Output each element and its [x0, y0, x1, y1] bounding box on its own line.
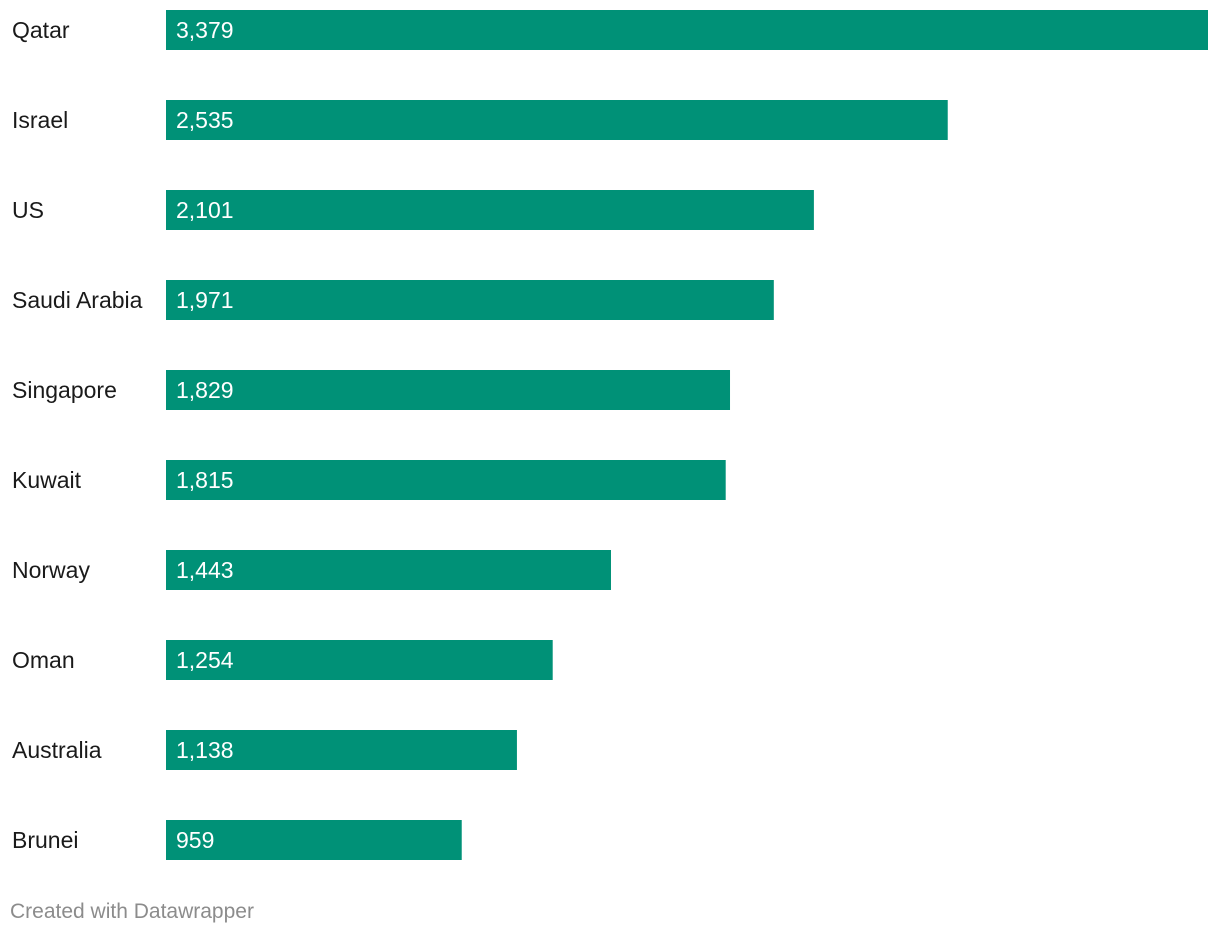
category-label: Singapore [12, 377, 117, 403]
category-label: Norway [12, 557, 90, 583]
value-label: 2,101 [176, 197, 234, 223]
bar [166, 730, 517, 770]
bar-row: Australia 1,138 [12, 730, 517, 770]
value-label: 1,254 [176, 647, 234, 673]
value-label: 1,443 [176, 557, 234, 583]
category-label: Oman [12, 647, 75, 673]
category-label: Australia [12, 737, 102, 763]
bar-row: US 2,101 [12, 190, 814, 230]
value-label: 959 [176, 827, 214, 853]
bar-row: Singapore 1,829 [12, 370, 731, 410]
value-label: 2,535 [176, 107, 234, 133]
bar-row: Kuwait 1,815 [12, 460, 726, 500]
bar [166, 550, 611, 590]
value-label: 1,815 [176, 467, 234, 493]
category-label: Brunei [12, 827, 78, 853]
bar-row: Israel 2,535 [12, 100, 948, 140]
bar-row: Saudi Arabia 1,971 [12, 280, 774, 320]
bar [166, 640, 553, 680]
bar [166, 820, 462, 860]
value-label: 1,829 [176, 377, 234, 403]
category-label: Israel [12, 107, 68, 133]
value-label: 1,971 [176, 287, 234, 313]
value-label: 1,138 [176, 737, 234, 763]
value-label: 3,379 [176, 17, 234, 43]
bar-rows: Qatar 3,379 Israel 2,535 US 2,101 Saudi Arabia… [12, 10, 1208, 860]
credit-text[interactable]: Created with Datawrapper [10, 900, 254, 923]
bar [166, 190, 814, 230]
category-label: Saudi Arabia [12, 287, 143, 313]
bar [166, 100, 948, 140]
bar-row: Brunei 959 [12, 820, 462, 860]
bar [166, 10, 1208, 50]
bar-row: Norway 1,443 [12, 550, 611, 590]
bar [166, 460, 726, 500]
bar [166, 280, 774, 320]
bar-row: Oman 1,254 [12, 640, 553, 680]
category-label: US [12, 197, 44, 223]
bar [166, 370, 731, 410]
bar-row: Qatar 3,379 [12, 10, 1208, 50]
category-label: Kuwait [12, 467, 82, 493]
category-label: Qatar [12, 17, 70, 43]
